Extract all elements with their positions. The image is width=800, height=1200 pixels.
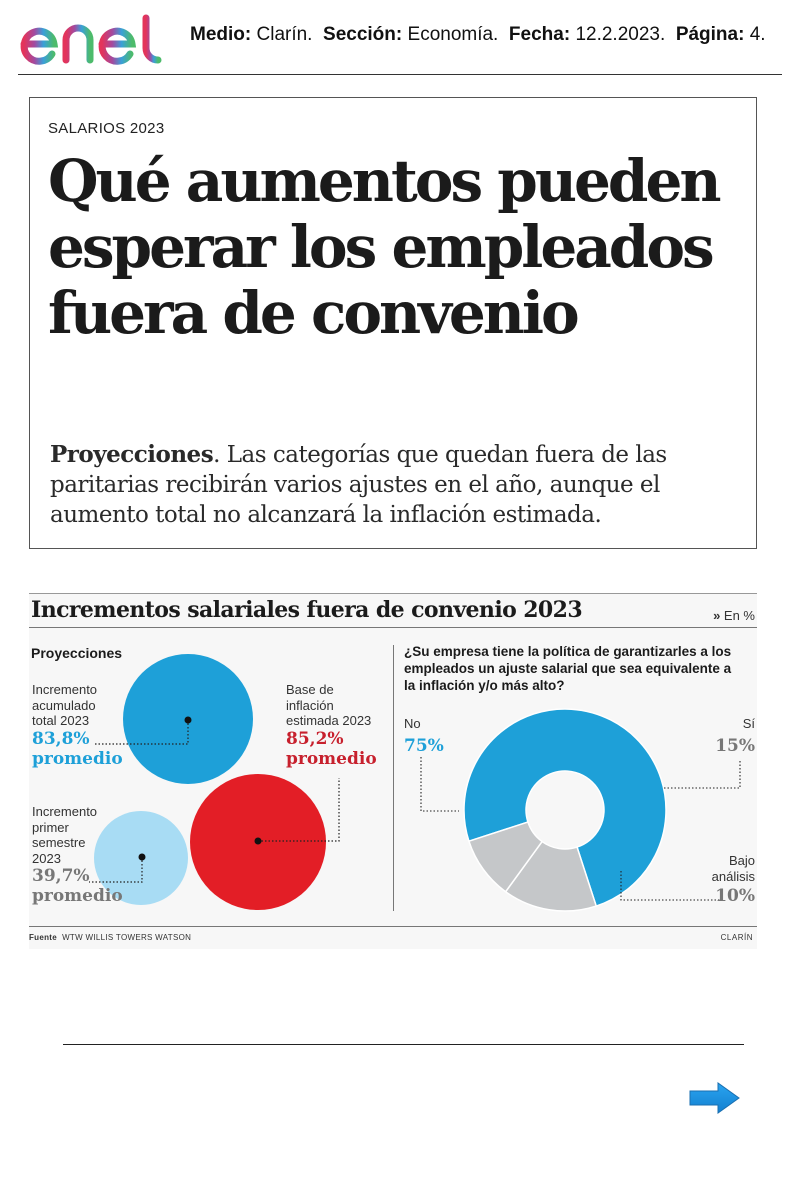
article-kicker: SALARIOS 2023 — [48, 120, 165, 137]
unit-marker: » — [713, 608, 721, 623]
infographic: Incrementos salariales fuera de convenio… — [29, 593, 757, 949]
lede-lead: Proyecciones — [50, 441, 214, 468]
bubble-chart-title: Proyecciones — [31, 645, 123, 661]
article-clipping: SALARIOS 2023 Qué aumentos pueden espera… — [29, 97, 757, 549]
connector-total — [93, 720, 189, 745]
infographic-bottom-rule — [29, 926, 757, 927]
seccion-value: Economía. — [407, 24, 499, 45]
dot-semestre — [138, 853, 146, 861]
connector-si — [663, 761, 741, 789]
fecha-label: Fecha: — [508, 24, 571, 45]
donut-slice-no — [463, 708, 667, 908]
pagina-label: Página: — [675, 24, 745, 45]
label-total-2023: Incremento acumulado total 2023 83,8% pr… — [32, 682, 123, 769]
panel-divider — [393, 645, 394, 911]
value-no: 75% — [404, 735, 444, 756]
donut-chart-question: ¿Su empresa tiene la política de garanti… — [404, 644, 732, 693]
connector-semestre — [89, 857, 143, 883]
note-inflacion-2023: promedio — [286, 748, 377, 769]
svg-text:enel: enel — [16, 14, 19, 15]
article-lede: Proyecciones. Las categorías que quedan … — [50, 440, 740, 530]
note-primer-semestre: promedio — [32, 886, 123, 906]
value-primer-semestre: 39,7% — [32, 866, 90, 886]
note-total-2023: promedio — [32, 748, 123, 769]
label-primer-semestre: Incremento primer semestre 2023 39,7% pr… — [32, 804, 123, 906]
connector-bajo — [620, 871, 723, 901]
value-inflacion-2023: 85,2% — [286, 728, 344, 749]
enel-logo: enel — [16, 14, 176, 66]
donut-chart — [420, 708, 741, 912]
seccion-label: Sección: — [323, 24, 403, 45]
infographic-top-rule — [29, 593, 757, 594]
lede-text: . Las categorías que quedan fuera de las… — [50, 442, 667, 528]
connector-inflacion — [258, 778, 340, 842]
value-total-2023: 83,8% — [32, 728, 90, 749]
next-page-arrow-icon[interactable] — [688, 1080, 742, 1116]
footer-divider — [63, 1044, 744, 1045]
value-si: 15% — [715, 735, 755, 756]
value-bajo-analisis: 10% — [715, 886, 755, 906]
label-si: Sí 15% — [715, 716, 755, 756]
label-bajo-analisis: Bajo análisis 10% — [711, 853, 755, 906]
infographic-unit: » En % — [713, 608, 755, 623]
donut-slice-bajo-analisis — [467, 821, 544, 893]
article-headline: Qué aumentos pueden esperar los empleado… — [48, 147, 722, 347]
infographic-source: Fuente WTW WILLIS TOWERS WATSON — [29, 933, 192, 942]
label-inflacion-2023: Base de inflación estimada 2023 85,2% pr… — [286, 682, 377, 769]
infographic-title-rule — [29, 627, 757, 628]
header-divider — [18, 74, 782, 75]
dot-total — [184, 716, 192, 724]
label-no: No 75% — [404, 716, 444, 756]
connector-no — [420, 757, 459, 812]
fecha-value: 12.2.2023. — [575, 24, 666, 45]
medio-value: Clarín. — [256, 24, 313, 45]
unit-text: En % — [723, 608, 755, 623]
pagina-value: 4. — [749, 24, 766, 45]
infographic-title: Incrementos salariales fuera de convenio… — [31, 597, 583, 623]
document-metadata: Medio: Clarín. Sección: Economía. Fecha:… — [190, 24, 766, 46]
infographic-credit: CLARÍN — [720, 933, 753, 942]
medio-label: Medio: — [190, 24, 252, 45]
bubble-chart — [89, 654, 340, 910]
dot-inflacion — [254, 837, 262, 845]
